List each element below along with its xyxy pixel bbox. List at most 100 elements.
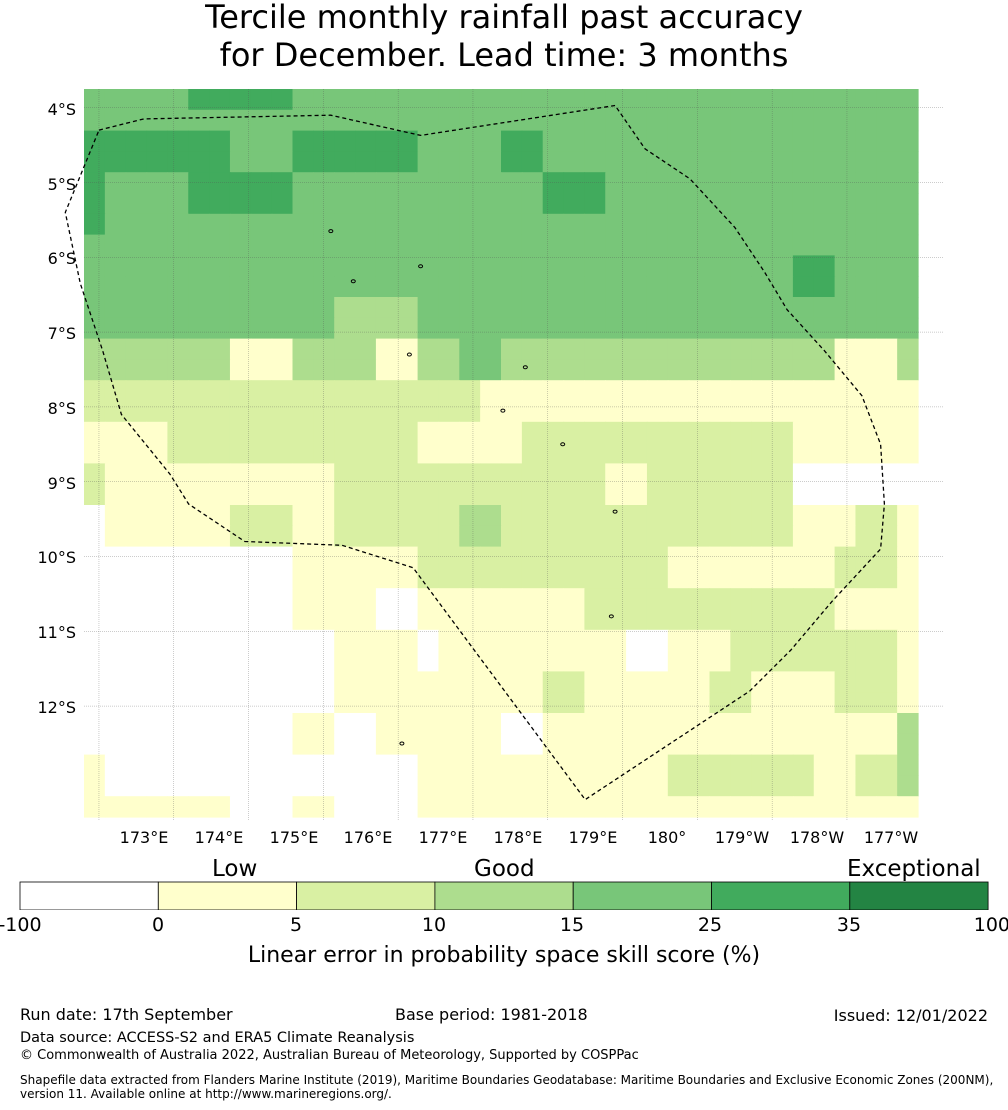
- grid-cell: [292, 525, 314, 548]
- grid-cell: [646, 692, 669, 714]
- grid-cell: [876, 338, 898, 360]
- grid-cell: [459, 650, 481, 672]
- grid-cell: [375, 317, 398, 340]
- grid-cell: [188, 525, 210, 548]
- grid-cell: [396, 234, 419, 256]
- grid-cell: [667, 297, 690, 319]
- grid-cell: [626, 505, 648, 527]
- grid-cell: [375, 421, 398, 444]
- grid-cell: [250, 775, 273, 797]
- grid-cell: [709, 484, 731, 506]
- grid-cell: [542, 89, 565, 111]
- grid-cell: [250, 442, 273, 464]
- grid-cell: [229, 463, 252, 485]
- grid-cell: [459, 546, 481, 568]
- grid-cell: [751, 733, 773, 756]
- grid-cell: [501, 463, 523, 485]
- grid-cell: [125, 442, 148, 464]
- grid-cell: [834, 276, 857, 298]
- grid-cell: [855, 213, 877, 236]
- grid-cell: [751, 629, 773, 652]
- grid-cell: [459, 130, 481, 152]
- grid-cell: [417, 255, 440, 277]
- grid-cell: [855, 671, 877, 693]
- grid-cell: [855, 338, 877, 360]
- grid-cell: [751, 671, 773, 693]
- grid-cell: [480, 130, 502, 152]
- grid-cell: [355, 338, 377, 360]
- grid-cell: [104, 213, 127, 236]
- grid-cell: [897, 775, 919, 797]
- grid-cell: [897, 463, 919, 485]
- grid-cell: [605, 567, 627, 589]
- grid-cell: [709, 109, 731, 132]
- grid-cell: [250, 525, 273, 548]
- grid-cell: [688, 255, 711, 277]
- grid-cell: [334, 546, 356, 568]
- grid-cell: [417, 401, 440, 423]
- shapefile-credit-line-2: version 11. Available online at http://w…: [20, 1087, 392, 1101]
- grid-cell: [646, 775, 669, 797]
- grid-cell: [375, 255, 398, 277]
- grid-cell: [480, 609, 502, 631]
- grid-cell: [167, 796, 189, 818]
- grid-cell: [646, 193, 669, 215]
- grid-cell: [501, 567, 523, 589]
- grid-cell: [375, 234, 398, 256]
- grid-cell: [751, 130, 773, 152]
- grid-cell: [209, 297, 231, 319]
- grid-cell: [792, 567, 815, 589]
- grid-cell: [188, 297, 210, 319]
- grid-cell: [271, 442, 294, 464]
- grid-cell: [772, 442, 794, 464]
- grid-cell: [792, 754, 815, 776]
- grid-cell: [229, 567, 252, 589]
- grid-cell: [792, 525, 815, 548]
- grid-cell: [688, 151, 711, 173]
- grid-cell: [792, 463, 815, 485]
- grid-cell: [626, 338, 648, 360]
- grid-cell: [813, 505, 836, 527]
- grid-cell: [84, 525, 106, 548]
- grid-cell: [584, 338, 606, 360]
- grid-cell: [229, 234, 252, 256]
- grid-cell: [605, 130, 627, 152]
- grid-cell: [646, 297, 669, 319]
- grid-cell: [396, 692, 419, 714]
- grid-cell: [480, 317, 502, 340]
- grid-cell: [584, 525, 606, 548]
- grid-cell: [146, 588, 168, 610]
- grid-cell: [313, 796, 335, 818]
- grid-cell: [250, 629, 273, 652]
- grid-cell: [813, 109, 836, 132]
- grid-cell: [188, 713, 210, 735]
- grid-cell: [751, 172, 773, 194]
- grid-cell: [438, 401, 460, 423]
- grid-cell: [772, 213, 794, 236]
- grid-cell: [125, 609, 148, 631]
- grid-cell: [792, 359, 815, 381]
- grid-cell: [209, 463, 231, 485]
- grid-cell: [813, 733, 836, 756]
- grid-cell: [438, 151, 460, 173]
- grid-cell: [667, 546, 690, 568]
- skill-grid: [0, 80, 1008, 880]
- grid-cell: [229, 401, 252, 423]
- grid-cell: [292, 588, 314, 610]
- grid-cell: [542, 317, 565, 340]
- grid-cell: [438, 421, 460, 444]
- grid-cell: [334, 359, 356, 381]
- grid-cell: [355, 317, 377, 340]
- grid-cell: [313, 297, 335, 319]
- grid-cell: [646, 733, 669, 756]
- grid-cell: [646, 484, 669, 506]
- grid-cell: [146, 317, 168, 340]
- island-outline: [328, 229, 334, 234]
- grid-cell: [563, 359, 585, 381]
- grid-cell: [417, 692, 440, 714]
- grid-cell: [167, 733, 189, 756]
- grid-cell: [751, 546, 773, 568]
- grid-cell: [646, 172, 669, 194]
- grid-cell: [876, 609, 898, 631]
- grid-cell: [792, 297, 815, 319]
